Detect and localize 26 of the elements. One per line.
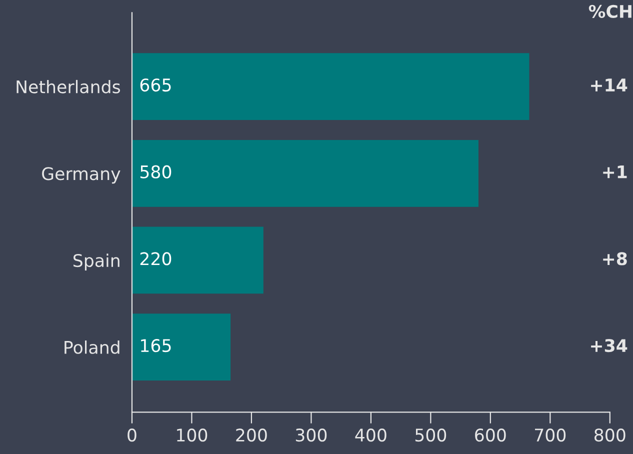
- bar: [132, 226, 264, 294]
- x-tick-label: 400: [355, 428, 386, 442]
- annotation: +14: [591, 78, 628, 92]
- x-tick-label: 600: [475, 428, 506, 442]
- annotation: +8: [603, 252, 627, 266]
- y-tick-label: Poland: [64, 340, 120, 354]
- x-tick-label: 100: [177, 428, 208, 442]
- annotation: %CH: [588, 4, 632, 18]
- bar: [132, 53, 530, 120]
- x-tick-label: 200: [236, 428, 267, 442]
- bar: [132, 140, 478, 207]
- y-tick-label: Spain: [74, 254, 120, 270]
- x-tick-label: 300: [296, 428, 327, 442]
- annotation: +1: [603, 166, 627, 178]
- x-tick-label: 700: [535, 428, 566, 442]
- data-label: 665: [140, 78, 171, 92]
- x-tick-label: 500: [415, 428, 446, 442]
- data-label: 165: [141, 339, 171, 352]
- bar: [132, 314, 231, 381]
- data-label: 220: [140, 252, 172, 266]
- data-label: 580: [140, 165, 172, 178]
- x-tick-label: 0: [128, 428, 136, 442]
- annotation: +34: [591, 339, 628, 352]
- x-tick-label: 800: [594, 428, 626, 442]
- y-tick-label: Netherlands: [16, 80, 120, 94]
- y-tick-label: Germany: [42, 167, 120, 184]
